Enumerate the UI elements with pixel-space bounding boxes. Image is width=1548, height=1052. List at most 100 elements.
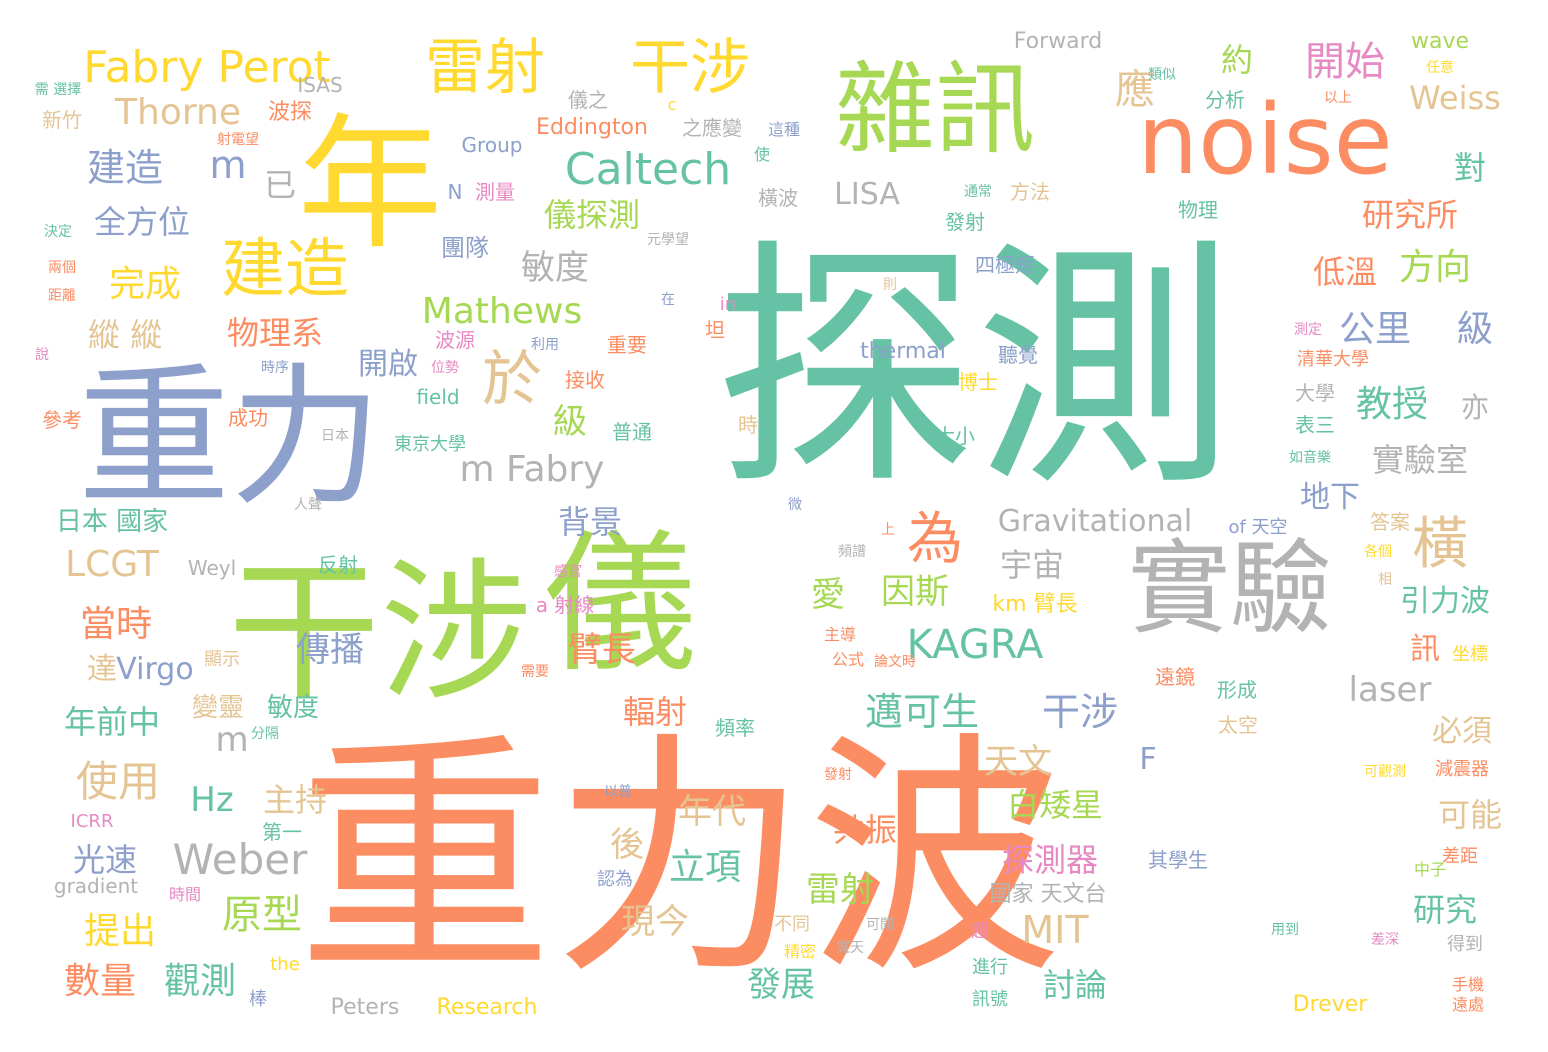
word: 輻射 — [622, 693, 688, 731]
word: 相 — [1378, 572, 1392, 588]
word: 坐標 — [1452, 644, 1488, 665]
word: 級 — [1456, 309, 1494, 350]
word: LISA — [834, 177, 900, 212]
word: 之應變 — [682, 116, 742, 140]
word: 干涉 — [228, 544, 532, 721]
word: wave — [1410, 29, 1470, 54]
word: 四極矩 — [975, 253, 1035, 277]
word: 任意 — [1426, 60, 1454, 76]
word: Forward — [1013, 29, 1103, 54]
word: 邁可生 — [864, 690, 980, 734]
word: Research — [436, 995, 538, 1020]
word: 清華大學 — [1297, 349, 1369, 370]
word: 說 — [35, 347, 49, 363]
word: 反射 — [318, 553, 358, 577]
word: 提出 — [83, 911, 157, 952]
word: 重力 — [78, 349, 382, 526]
word: 儀探測 — [543, 196, 641, 234]
word: 差距 — [1442, 846, 1478, 867]
word: m Fabry — [459, 449, 605, 490]
word: 研究 — [1412, 891, 1478, 929]
word: 日本 — [321, 428, 349, 444]
word: 年 — [297, 100, 443, 270]
word: 重要 — [607, 333, 647, 357]
word: 訊號 — [972, 989, 1008, 1010]
word: 通常 — [964, 184, 992, 200]
word: 討論 — [1042, 966, 1108, 1004]
word: 類似 — [1148, 67, 1176, 83]
word: Peters — [330, 995, 400, 1020]
word: 用到 — [1271, 922, 1299, 938]
word: 重力波 — [297, 711, 1063, 1009]
word: 實驗室 — [1371, 441, 1469, 479]
word: 主持 — [262, 781, 328, 819]
word: 級 — [553, 402, 587, 442]
word: Gravitational — [997, 504, 1193, 539]
word: 聽覺 — [998, 343, 1038, 367]
word: 以普 — [604, 784, 632, 800]
word: 物理 — [1178, 198, 1218, 222]
word: 光速 — [72, 841, 138, 879]
word: 發展 — [747, 965, 815, 1005]
word: 干涉 — [1041, 690, 1119, 734]
word: 成功 — [228, 406, 268, 430]
word: Weber — [172, 835, 308, 884]
word: m — [215, 720, 249, 760]
word: 低溫 — [1312, 253, 1378, 291]
word: a 射線 — [535, 593, 595, 617]
word: 公里 — [1338, 309, 1412, 350]
word: km 臂長 — [992, 592, 1078, 617]
word: 需要 — [521, 664, 549, 680]
word: 可觀測 — [1364, 764, 1406, 780]
word: 觀測 — [163, 961, 237, 1002]
word: 引力波 — [1400, 584, 1490, 619]
word: 方法 — [1010, 180, 1050, 204]
word: 位勢 — [431, 360, 459, 376]
word: Virgo — [116, 652, 194, 687]
word: 大學 — [1295, 381, 1335, 405]
word: 公式 — [831, 650, 865, 669]
word: Weiss — [1409, 79, 1501, 117]
word: 顯示 — [204, 649, 240, 670]
word: 各個 — [1364, 544, 1392, 560]
word: 參考 — [42, 408, 82, 432]
word: 共振 — [832, 811, 898, 849]
word: 天文 — [984, 742, 1052, 782]
word: 現今 — [621, 902, 689, 942]
word: 敏度 — [521, 248, 589, 288]
word: 精密 — [783, 942, 817, 961]
word: 雷射 — [425, 33, 545, 103]
word: 上 — [881, 522, 895, 538]
word: 減震器 — [1435, 759, 1489, 780]
word: laser — [1348, 670, 1432, 710]
word: Weyl — [187, 556, 237, 580]
word: 全方位 — [93, 203, 191, 241]
word: 對 — [1453, 149, 1487, 187]
word: 寬天 — [836, 940, 864, 956]
word: noise — [1137, 84, 1393, 196]
word: 新竹 — [42, 108, 82, 132]
word: 不同 — [774, 914, 810, 935]
word: 當時 — [79, 604, 153, 645]
word: KAGRA — [906, 622, 1044, 668]
word: 時序 — [261, 360, 289, 376]
word: 達 — [87, 652, 117, 687]
word: 訊 — [1410, 632, 1440, 667]
word: 雷射 — [806, 870, 874, 910]
word: 因斯 — [881, 572, 949, 612]
word: 為 — [907, 507, 963, 572]
word: 手機 — [1451, 975, 1485, 994]
word: 年代 — [678, 792, 746, 832]
word: 傳播 — [296, 630, 364, 670]
word: F — [1139, 742, 1157, 777]
word: 儀 — [544, 516, 696, 693]
word: 接收 — [565, 368, 605, 392]
word: 距離 — [48, 288, 76, 304]
word: 如音樂 — [1289, 450, 1331, 466]
word: thermal — [860, 339, 946, 364]
word: 可聞 — [866, 917, 894, 933]
word: 發射 — [945, 210, 985, 234]
word: 已 — [263, 166, 297, 204]
word: 探測器 — [1001, 841, 1099, 879]
